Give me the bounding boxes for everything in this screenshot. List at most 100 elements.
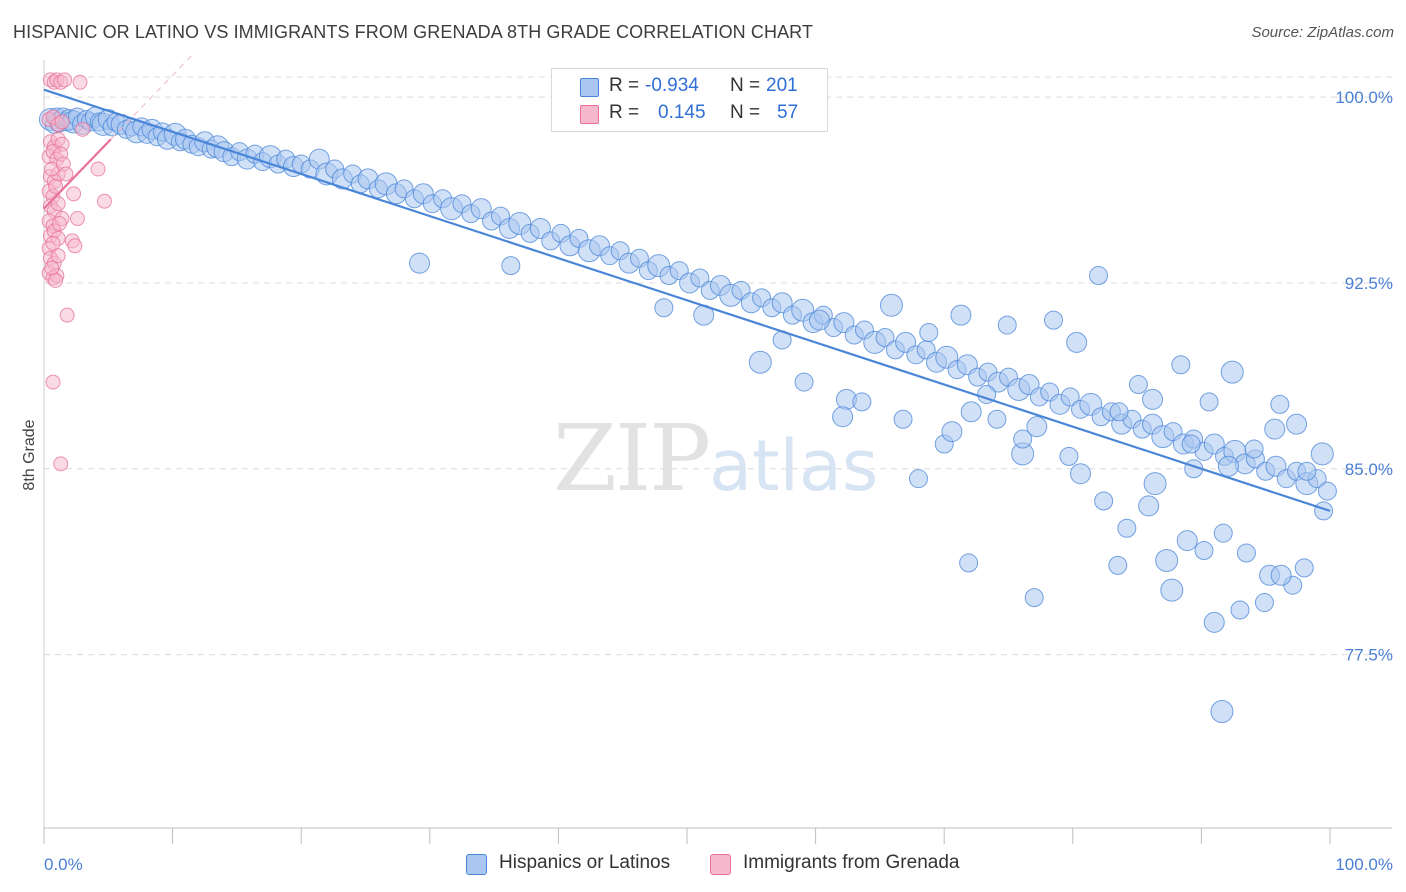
y-tick-label: 100.0%	[1335, 88, 1393, 107]
legend-r-value: -0.934	[645, 75, 699, 96]
point-grenada	[58, 166, 74, 182]
point-hispanic	[1024, 588, 1044, 608]
point-hispanic	[1066, 331, 1088, 353]
point-hispanic	[997, 315, 1017, 335]
x-tick-label: 100.0%	[1335, 855, 1393, 874]
point-hispanic	[1070, 463, 1092, 485]
legend-row-hispanic: R = -0.934 N = 201	[552, 74, 827, 100]
point-hispanic	[1270, 564, 1292, 586]
point-hispanic	[1254, 593, 1274, 613]
trend-lines	[43, 54, 1331, 512]
point-hispanic	[1138, 495, 1160, 517]
point-hispanic	[794, 372, 814, 392]
point-hispanic	[1194, 541, 1214, 561]
point-hispanic	[1171, 355, 1191, 375]
point-hispanic	[1117, 518, 1137, 538]
legend-swatch-blue	[466, 854, 487, 875]
point-hispanic	[1270, 394, 1290, 414]
point-hispanic	[1089, 266, 1109, 286]
correlation-legend: R = -0.934 N = 201 R = 0.145 N = 57	[551, 68, 828, 132]
point-hispanic	[1094, 491, 1114, 511]
point-grenada	[51, 216, 67, 232]
point-hispanic	[1244, 439, 1264, 459]
trend-grenada	[43, 138, 112, 210]
legend-label-hispanics: Hispanics or Latinos	[499, 852, 671, 873]
point-hispanic	[1160, 578, 1184, 602]
point-hispanic	[1142, 388, 1164, 410]
legend-r-value: 0.145	[658, 102, 706, 123]
point-hispanic	[1310, 442, 1334, 466]
point-hispanic	[1181, 434, 1201, 454]
point-hispanic	[1176, 530, 1198, 552]
point-grenada	[75, 121, 91, 137]
point-hispanic	[959, 553, 979, 573]
point-hispanic	[879, 293, 903, 317]
point-hispanic	[748, 350, 772, 374]
point-hispanic	[1203, 611, 1225, 633]
point-grenada	[69, 211, 85, 227]
watermark-atlas: atlas	[709, 425, 879, 507]
point-hispanic	[1217, 455, 1239, 477]
point-grenada	[57, 72, 73, 88]
point-grenada	[45, 374, 61, 390]
point-grenada	[48, 272, 64, 288]
point-hispanic	[1026, 416, 1048, 438]
point-hispanic	[501, 256, 521, 276]
legend-n-value: 57	[777, 102, 799, 123]
point-hispanic	[875, 327, 895, 347]
point-hispanic	[919, 323, 939, 343]
point-grenada	[66, 186, 82, 202]
trend-hispanic	[43, 88, 1331, 512]
legend-swatch-pink	[710, 854, 731, 875]
point-hispanic	[1317, 481, 1337, 501]
point-grenada	[50, 248, 66, 264]
legend-r-label: R =	[609, 75, 640, 96]
point-hispanic	[1060, 387, 1080, 407]
point-hispanic	[852, 392, 872, 412]
point-grenada	[96, 193, 112, 209]
point-hispanic	[1286, 413, 1308, 435]
tick-labels: 100.0% 92.5% 85.0% 77.5% 0.0% 100.0% 8th Grade	[21, 88, 1393, 874]
y-tick-label: 77.5%	[1345, 646, 1393, 665]
point-hispanic	[987, 409, 1007, 429]
point-grenada	[50, 196, 66, 212]
watermark: ZIPatlas	[553, 405, 878, 512]
x-tick-label: 0.0%	[44, 855, 83, 874]
point-hispanic	[1155, 548, 1179, 572]
point-hispanic	[654, 298, 674, 318]
point-hispanic	[1213, 523, 1233, 543]
legend-r-label: R =	[609, 102, 640, 123]
point-hispanic	[1013, 429, 1033, 449]
point-grenada	[72, 74, 88, 90]
point-hispanic	[1294, 558, 1314, 578]
y-axis-label: 8th Grade	[21, 419, 38, 490]
point-hispanic	[1044, 310, 1064, 330]
point-hispanic	[1264, 418, 1286, 440]
point-hispanic	[808, 309, 830, 331]
legend-n-label: N =	[730, 102, 761, 123]
data-points	[38, 72, 1337, 724]
point-hispanic	[941, 421, 963, 443]
point-hispanic	[950, 304, 972, 326]
point-hispanic	[1108, 555, 1128, 575]
trend-grenada-extension	[110, 54, 193, 140]
point-hispanic	[893, 409, 913, 429]
legend-label-grenada: Immigrants from Grenada	[743, 852, 960, 873]
legend-swatch-blue	[580, 78, 599, 97]
point-grenada	[90, 161, 106, 177]
point-hispanic	[1210, 700, 1234, 724]
point-grenada	[44, 260, 60, 276]
point-hispanic	[690, 268, 710, 288]
point-hispanic	[1128, 375, 1148, 395]
legend-swatch-pink	[580, 105, 599, 124]
y-tick-label: 85.0%	[1345, 460, 1393, 479]
point-hispanic	[1059, 446, 1079, 466]
point-grenada	[67, 238, 83, 254]
point-grenada	[53, 456, 69, 472]
point-hispanic	[1109, 402, 1129, 422]
source-label: Source: ZipAtlas.com	[1251, 24, 1394, 41]
point-hispanic	[1236, 543, 1256, 563]
point-hispanic	[1297, 461, 1317, 481]
series-legend: Hispanics or Latinos Immigrants from Gre…	[0, 852, 1406, 878]
